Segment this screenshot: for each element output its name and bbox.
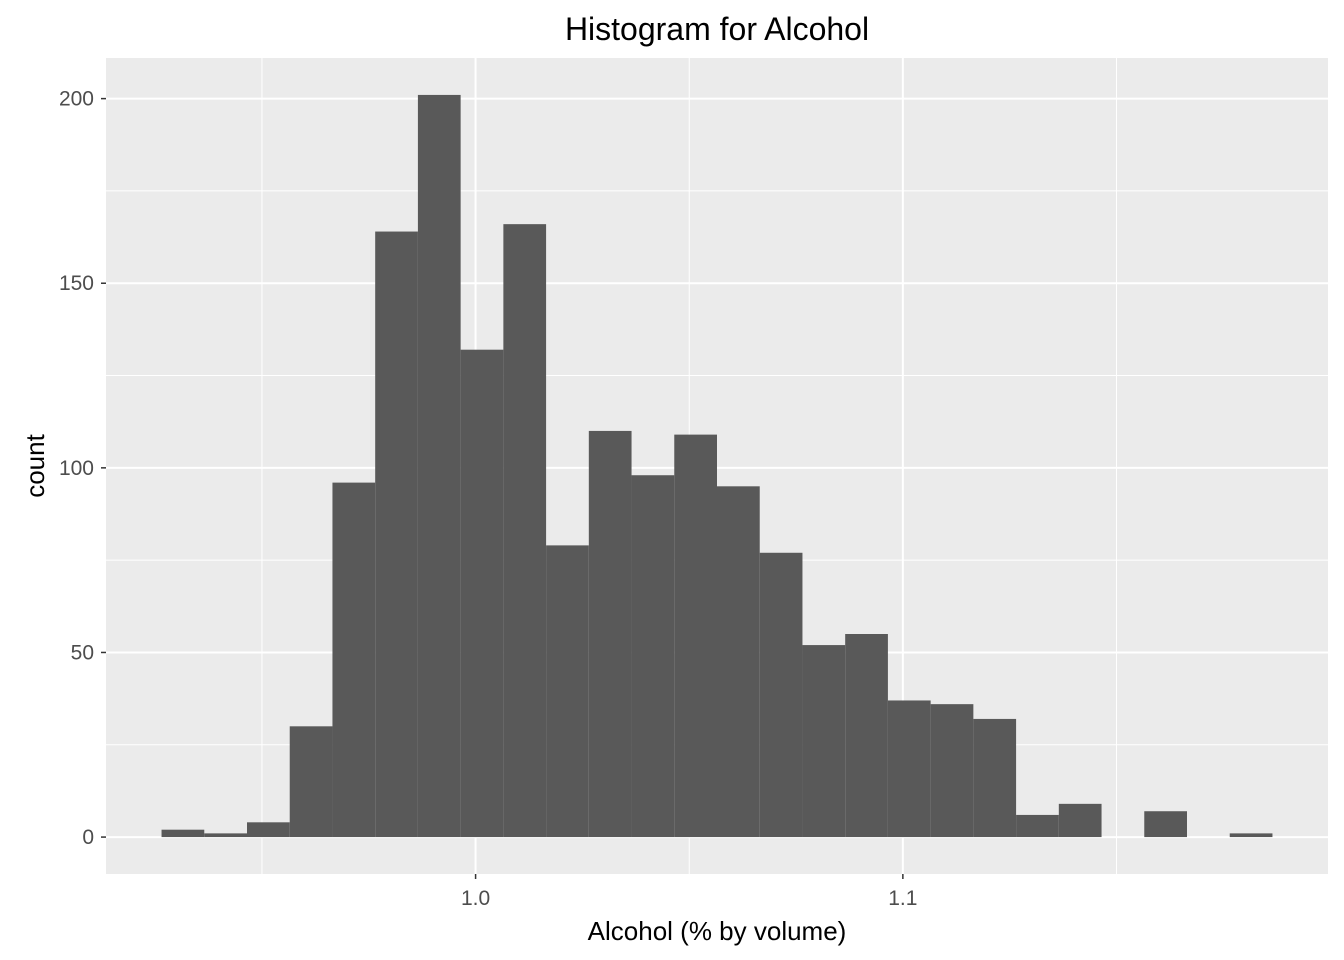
histogram-bar (1058, 803, 1102, 838)
histogram-bar (161, 829, 205, 838)
histogram-bar (588, 430, 632, 838)
y-tick-label: 200 (59, 88, 94, 111)
histogram-bar (1144, 811, 1187, 838)
y-tick-label: 0 (82, 826, 94, 849)
histogram-bar (503, 224, 547, 838)
y-tick-label: 100 (59, 457, 94, 480)
chart-title: Histogram for Alcohol (565, 11, 869, 47)
histogram-bar (204, 833, 247, 838)
histogram-bar (845, 634, 888, 838)
y-axis-title: count (20, 433, 50, 497)
histogram-bar (332, 482, 376, 838)
histogram-bar (375, 231, 418, 838)
histogram-bar (717, 486, 760, 838)
y-tick-label: 150 (59, 272, 94, 295)
x-tick-label: 1.1 (888, 887, 917, 910)
x-tick-label: 1.0 (461, 887, 490, 910)
histogram-bar (417, 94, 461, 838)
histogram-bar (1229, 833, 1273, 838)
histogram-bar (973, 718, 1017, 838)
histogram-bar (1016, 814, 1059, 838)
histogram-bar (546, 545, 589, 838)
histogram-bar (460, 349, 504, 838)
x-axis: 1.0 1.1 (461, 874, 917, 910)
histogram-bar (759, 552, 803, 838)
histogram-bar (674, 434, 717, 838)
histogram-bar (930, 704, 974, 838)
histogram-bar (289, 726, 333, 838)
histogram-bar (887, 700, 931, 838)
x-axis-title: Alcohol (% by volume) (588, 916, 847, 946)
histogram-bar (247, 822, 290, 838)
histogram-bars (161, 94, 1273, 838)
histogram-bar (802, 645, 846, 838)
histogram-bar (631, 475, 675, 838)
y-tick-label: 50 (71, 641, 94, 664)
y-axis: 0 50 100 150 200 (59, 88, 106, 849)
